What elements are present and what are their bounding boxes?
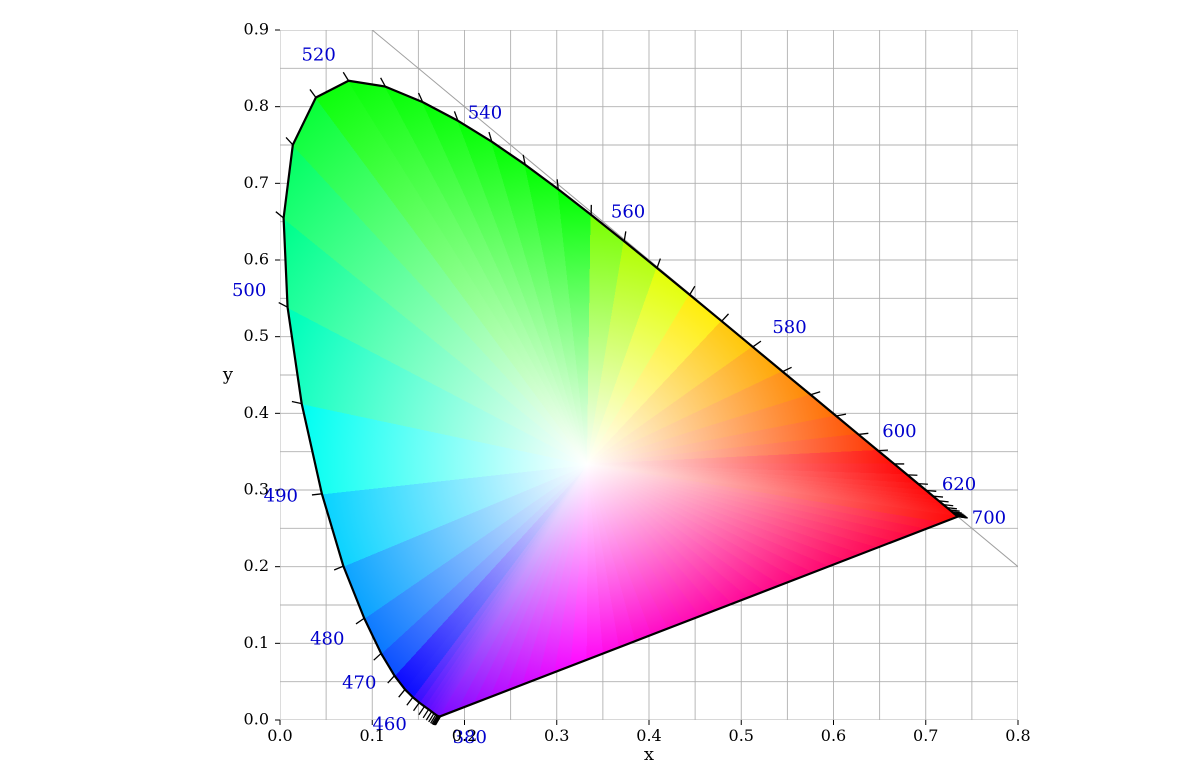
wavelength-tick xyxy=(624,231,626,241)
wavelength-tick xyxy=(292,402,302,404)
wavelength-tick xyxy=(374,653,381,660)
x-tick-label: 0.8 xyxy=(1005,726,1030,745)
wavelength-label-540: 540 xyxy=(468,103,502,124)
wavelength-label-700: 700 xyxy=(972,508,1006,529)
wavelength-tick xyxy=(926,491,936,492)
wavelength-tick xyxy=(356,618,364,624)
y-tick-label: 0.0 xyxy=(244,710,269,729)
wavelength-label-520: 520 xyxy=(301,44,335,65)
wavelength-tick xyxy=(276,212,284,218)
y-tick-label: 0.1 xyxy=(244,633,269,652)
wavelength-tick xyxy=(690,286,695,295)
y-tick-label: 0.4 xyxy=(244,403,269,422)
y-tick-label: 0.8 xyxy=(244,96,269,115)
chart-svg: 380460470480490500520540560580600620700 … xyxy=(0,0,1200,768)
y-tick-label: 0.5 xyxy=(244,326,269,345)
y-axis-label: y xyxy=(222,364,234,385)
wavelength-label-620: 620 xyxy=(942,474,976,495)
x-tick-label: 0.5 xyxy=(729,726,754,745)
x-tick-label: 0.4 xyxy=(636,726,661,745)
wavelength-tick xyxy=(918,484,928,485)
x-tick-label: 0.6 xyxy=(821,726,846,745)
chromaticity-gamut xyxy=(284,81,958,717)
wavelength-label-600: 600 xyxy=(882,421,916,442)
wavelength-label-470: 470 xyxy=(342,673,376,694)
wavelength-tick xyxy=(407,697,413,705)
y-tick-label: 0.3 xyxy=(244,480,269,499)
x-tick-label: 0.3 xyxy=(544,726,569,745)
wavelength-label-500: 500 xyxy=(232,280,266,301)
x-tick-label: 0.7 xyxy=(913,726,938,745)
wavelength-tick xyxy=(811,392,821,395)
x-tick-label: 0.1 xyxy=(360,726,385,745)
chromaticity-chart: 380460470480490500520540560580600620700 … xyxy=(0,0,1200,768)
x-tick-label: 0.2 xyxy=(452,726,477,745)
y-tick-label: 0.9 xyxy=(244,20,269,39)
wavelength-label-580: 580 xyxy=(772,317,806,338)
wavelength-tick xyxy=(722,314,729,321)
y-tick-label: 0.7 xyxy=(244,173,269,192)
wavelength-tick xyxy=(419,706,425,714)
wavelength-tick xyxy=(310,89,316,97)
wavelength-tick xyxy=(343,72,348,80)
wavelength-tick xyxy=(312,494,322,495)
x-tick-label: 0.0 xyxy=(267,726,292,745)
wavelength-label-480: 480 xyxy=(310,629,344,650)
wavelength-tick xyxy=(399,689,405,697)
wavelength-label-560: 560 xyxy=(611,202,645,223)
wavelength-tick xyxy=(858,433,868,434)
wavelength-tick xyxy=(286,137,293,144)
wavelength-tick xyxy=(753,341,761,347)
y-tick-label: 0.2 xyxy=(244,556,269,575)
wavelength-tick xyxy=(933,496,943,497)
x-axis-label: x xyxy=(644,744,654,765)
wavelength-tick xyxy=(836,414,846,416)
y-tick-label: 0.6 xyxy=(244,250,269,269)
